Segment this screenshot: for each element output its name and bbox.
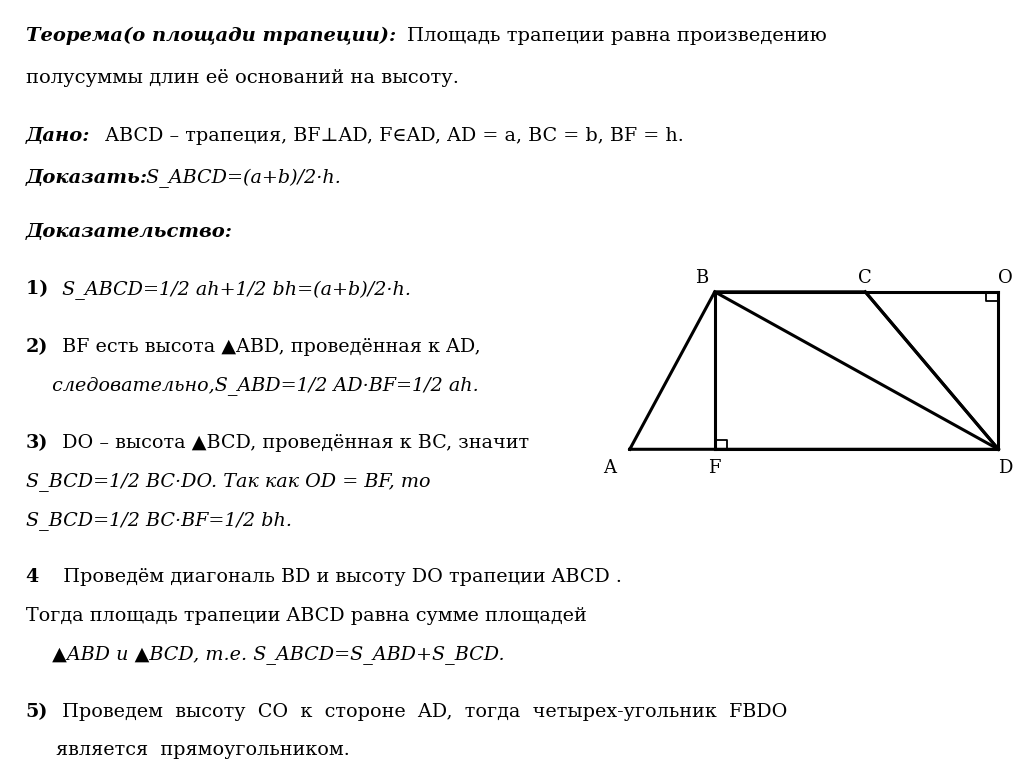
Text: F: F bbox=[709, 459, 721, 477]
Text: следовательно,S_ABD=1/2 AD·BF=1/2 ah.: следовательно,S_ABD=1/2 AD·BF=1/2 ah. bbox=[46, 376, 479, 396]
Text: A: A bbox=[603, 459, 616, 477]
Text: ▲ABD и ▲BCD, т.е. S_ABCD=S_ABD+S_BCD.: ▲ABD и ▲BCD, т.е. S_ABCD=S_ABD+S_BCD. bbox=[46, 645, 505, 664]
Text: Дано:: Дано: bbox=[26, 127, 90, 144]
Text: 1): 1) bbox=[26, 280, 54, 298]
Text: Проведём диагональ BD и высоту DO трапеции ABCD .: Проведём диагональ BD и высоту DO трапец… bbox=[51, 568, 622, 586]
Text: D: D bbox=[997, 459, 1013, 477]
Text: C: C bbox=[858, 269, 872, 287]
Text: 5): 5) bbox=[26, 703, 48, 720]
Text: S_ABCD=(a+b)/2·h.: S_ABCD=(a+b)/2·h. bbox=[140, 169, 341, 188]
Text: Теорема(о площади трапеции):: Теорема(о площади трапеции): bbox=[26, 27, 396, 45]
Text: Проведем  высоту  CO  к  стороне  AD,  тогда  четырех-угольник  FBDO: Проведем высоту CO к стороне AD, тогда ч… bbox=[56, 703, 787, 720]
Text: ABCD – трапеция, BF⊥AD, F∈AD, AD = a, BC = b, BF = h.: ABCD – трапеция, BF⊥AD, F∈AD, AD = a, BC… bbox=[93, 127, 684, 144]
Text: 4: 4 bbox=[26, 568, 39, 586]
Text: полусуммы длин её оснований на высоту.: полусуммы длин её оснований на высоту. bbox=[26, 69, 459, 87]
Text: Доказать:: Доказать: bbox=[26, 169, 147, 187]
Text: 2): 2) bbox=[26, 338, 48, 356]
Text: S_ABCD=1/2 ah+1/2 bh=(a+b)/2·h.: S_ABCD=1/2 ah+1/2 bh=(a+b)/2·h. bbox=[56, 280, 412, 300]
Text: BF есть высота ▲ABD, проведённая к AD,: BF есть высота ▲ABD, проведённая к AD, bbox=[56, 338, 481, 356]
Text: S_BCD=1/2 BC·BF=1/2 bh.: S_BCD=1/2 BC·BF=1/2 bh. bbox=[26, 511, 292, 530]
Text: O: O bbox=[997, 269, 1013, 287]
Text: Тогда площадь трапеции ABCD равна сумме площадей: Тогда площадь трапеции ABCD равна сумме … bbox=[26, 607, 587, 624]
Text: B: B bbox=[695, 269, 708, 287]
Text: S_BCD=1/2 BC·DO. Так как OD = BF, то: S_BCD=1/2 BC·DO. Так как OD = BF, то bbox=[26, 472, 430, 492]
Text: DO – высота ▲BCD, проведённая к BC, значит: DO – высота ▲BCD, проведённая к BC, знач… bbox=[56, 434, 529, 452]
Text: 3): 3) bbox=[26, 434, 48, 452]
Text: является  прямоугольником.: является прямоугольником. bbox=[56, 741, 350, 759]
Text: Доказательство:: Доказательство: bbox=[26, 223, 232, 240]
Text: Площадь трапеции равна произведению: Площадь трапеции равна произведению bbox=[382, 27, 826, 45]
